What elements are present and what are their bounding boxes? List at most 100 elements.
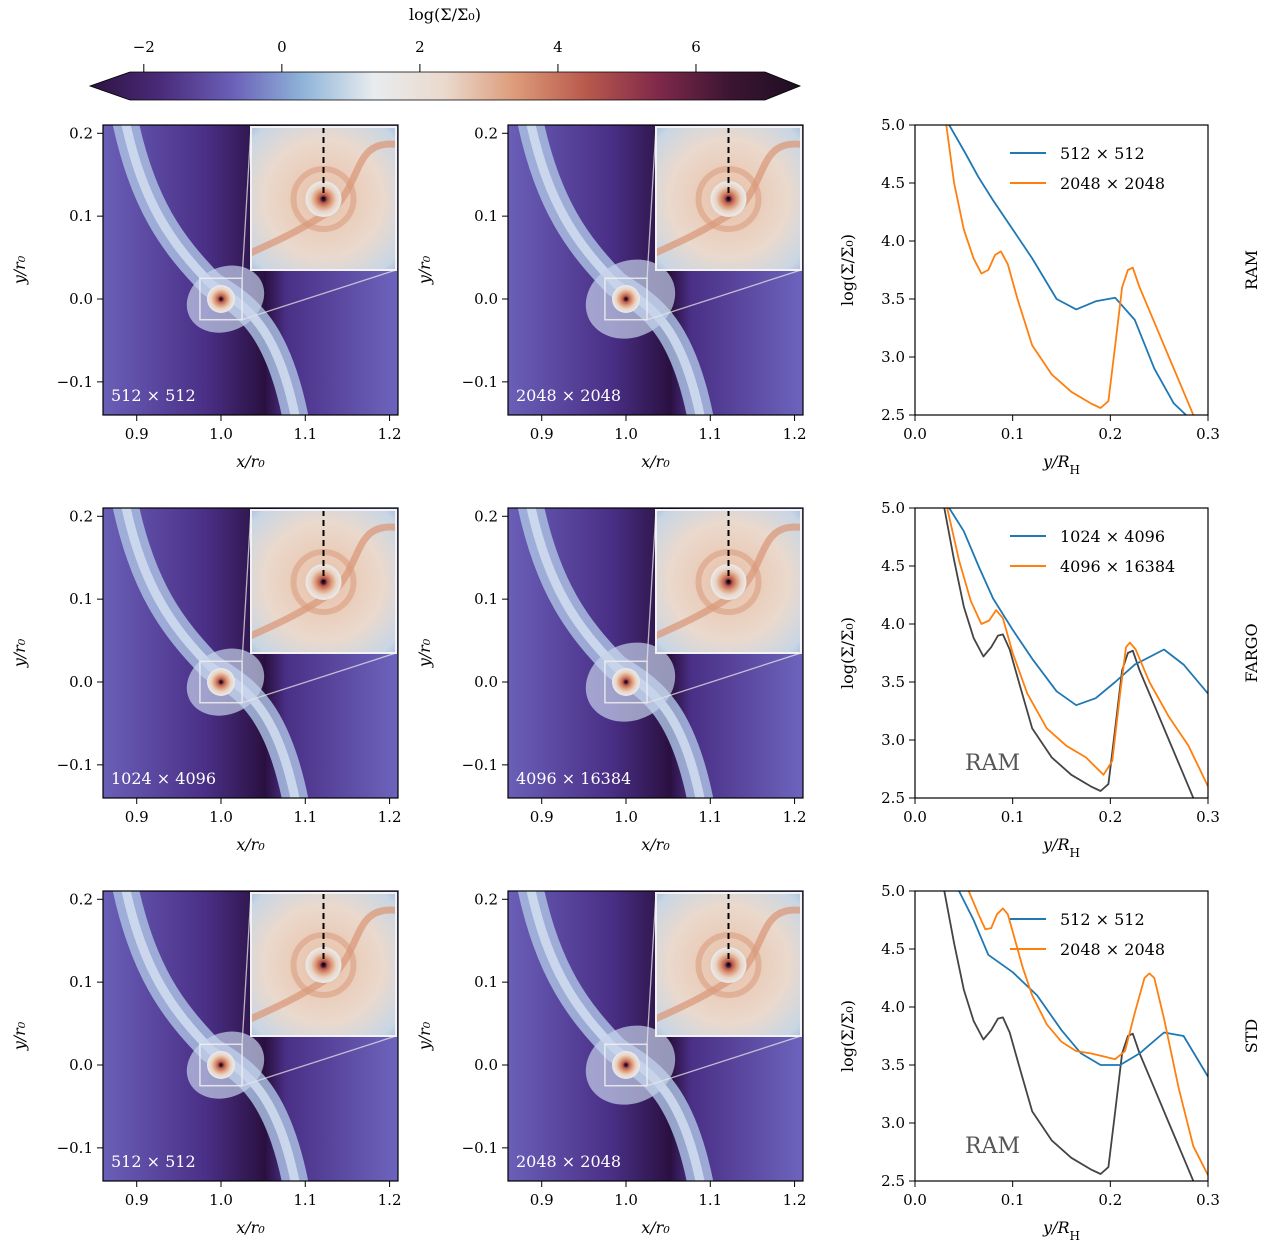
resolution-label: 512 × 512 xyxy=(111,1152,196,1171)
series-line xyxy=(946,508,1208,787)
y-tick-label: 3.0 xyxy=(881,731,905,749)
y-tick-label: −0.1 xyxy=(462,756,498,774)
profile-frame xyxy=(914,124,1209,416)
y-tick-label: −0.1 xyxy=(462,373,498,391)
x-tick-label: 1.2 xyxy=(783,425,807,443)
y-tick-label: 0.2 xyxy=(69,124,93,142)
zoom-box xyxy=(199,660,243,704)
y-axis-label: y/r₀ xyxy=(10,638,29,668)
colorbar-label: log(Σ/Σ₀) xyxy=(409,5,481,24)
x-tick-label: 1.2 xyxy=(783,808,807,826)
y-tick-label: 4.0 xyxy=(881,998,905,1016)
x-tick-label: 0.9 xyxy=(125,1191,149,1209)
x-axis-label: x/r₀ xyxy=(641,1218,670,1237)
y-tick-label: 0.1 xyxy=(69,590,93,608)
series-line xyxy=(945,125,1195,415)
y-tick-label: −0.1 xyxy=(57,1139,93,1157)
zoom-inset-border xyxy=(250,892,397,1037)
x-tick-label: 0.3 xyxy=(1196,425,1220,443)
legend-entry: 4096 × 16384 xyxy=(1060,557,1175,576)
y-tick-label: 5.0 xyxy=(881,116,905,134)
resolution-label: 4096 × 16384 xyxy=(516,769,631,788)
y-tick-label: 4.5 xyxy=(881,557,905,575)
zoom-connector xyxy=(241,509,252,662)
zoom-inset-border xyxy=(250,126,397,271)
zoom-inset xyxy=(655,509,802,654)
colorbar-tick-label: 0 xyxy=(277,38,287,56)
y-tick-label: 2.5 xyxy=(881,406,905,424)
x-axis-label: y/RH xyxy=(1042,835,1080,860)
legend-entry: 2048 × 2048 xyxy=(1060,174,1165,193)
map-frame xyxy=(507,124,804,416)
zoom-inset xyxy=(250,126,397,271)
zoom-connector xyxy=(241,1035,397,1087)
y-tick-label: 3.5 xyxy=(881,673,905,691)
x-tick-label: 1.0 xyxy=(209,808,233,826)
zoom-connector xyxy=(241,652,397,704)
profile-chart: 0.0 0.1 0.2 0.3 2.5 3.0 3.5 4.0 4.5 5.0 y/RH log(Σ/… xyxy=(838,499,1261,860)
y-tick-label: 4.5 xyxy=(881,174,905,192)
y-tick-label: 3.0 xyxy=(881,348,905,366)
density-map-panel: 512 × 512 0.9 1.0 1.1 1.2 −0.1 0.0 0.1 0.2 x/r₀ y/… xyxy=(10,124,402,471)
y-tick-label: 5.0 xyxy=(881,499,905,517)
zoom-inset-border xyxy=(655,509,802,654)
y-axis-label: log(Σ/Σ₀) xyxy=(838,1000,857,1072)
zoom-connector xyxy=(646,126,657,279)
density-map-panel: 2048 × 2048 0.9 1.0 1.1 1.2 −0.1 0.0 0.1 0.2 x/r₀… xyxy=(415,890,807,1237)
reference-annotation: RAM xyxy=(965,751,1020,776)
y-tick-label: 4.5 xyxy=(881,940,905,958)
zoom-inset xyxy=(655,892,802,1037)
x-tick-label: 1.2 xyxy=(378,808,402,826)
zoom-inset-border xyxy=(250,509,397,654)
y-tick-label: 0.2 xyxy=(474,890,498,908)
y-tick-label: 0.0 xyxy=(474,1056,498,1074)
y-axis-label: y/r₀ xyxy=(415,638,434,668)
colorbar-ticks: −2 0 2 4 6 xyxy=(133,38,701,72)
x-tick-label: 0.9 xyxy=(125,808,149,826)
profile-chart: 0.0 0.1 0.2 0.3 2.5 3.0 3.5 4.0 4.5 5.0 y/RH log(Σ/… xyxy=(838,882,1261,1243)
zoom-box xyxy=(199,277,243,321)
y-tick-label: 0.0 xyxy=(474,673,498,691)
density-map-panel: 2048 × 2048 0.9 1.0 1.1 1.2 −0.1 0.0 0.1 0.2 x/r₀… xyxy=(415,124,807,471)
resolution-label: 512 × 512 xyxy=(111,386,196,405)
y-tick-label: 0.1 xyxy=(474,207,498,225)
zoom-connector xyxy=(241,126,252,279)
zoom-box xyxy=(604,1043,648,1087)
resolution-label: 2048 × 2048 xyxy=(516,386,621,405)
x-tick-label: 1.1 xyxy=(698,425,722,443)
y-tick-label: 0.1 xyxy=(69,207,93,225)
x-tick-label: 0.9 xyxy=(125,425,149,443)
series-line xyxy=(948,508,1208,707)
profile-charts: 0.0 0.1 0.2 0.3 2.5 3.0 3.5 4.0 4.5 5.0 y/RH log(Σ/… xyxy=(838,116,1261,1243)
y-tick-label: −0.1 xyxy=(462,1139,498,1157)
x-tick-label: 0.1 xyxy=(1001,1191,1025,1209)
zoom-connector xyxy=(241,269,397,321)
legend-entry: 1024 × 4096 xyxy=(1060,527,1165,546)
y-tick-label: 4.0 xyxy=(881,232,905,250)
y-tick-label: 0.2 xyxy=(474,507,498,525)
y-tick-label: 0.0 xyxy=(474,290,498,308)
x-tick-label: 1.2 xyxy=(783,1191,807,1209)
y-axis-label: log(Σ/Σ₀) xyxy=(838,234,857,306)
colorbar-tick-label: −2 xyxy=(133,38,155,56)
x-tick-label: 1.2 xyxy=(378,425,402,443)
colorbar-tick-label: 4 xyxy=(553,38,563,56)
y-tick-label: 0.1 xyxy=(474,590,498,608)
density-maps: 512 × 512 0.9 1.0 1.1 1.2 −0.1 0.0 0.1 0.2 x/r₀ y/… xyxy=(10,124,807,1237)
y-tick-label: 3.5 xyxy=(881,290,905,308)
zoom-connector xyxy=(646,1035,802,1087)
y-axis-label: y/r₀ xyxy=(10,255,29,285)
y-tick-label: 3.0 xyxy=(881,1114,905,1132)
y-tick-label: 0.2 xyxy=(474,124,498,142)
x-tick-label: 0.3 xyxy=(1196,1191,1220,1209)
y-tick-label: −0.1 xyxy=(57,756,93,774)
x-tick-label: 1.0 xyxy=(614,808,638,826)
map-frame xyxy=(507,507,804,799)
y-tick-label: 0.2 xyxy=(69,890,93,908)
zoom-box xyxy=(199,1043,243,1087)
x-tick-label: 1.1 xyxy=(293,1191,317,1209)
legend-entry: 512 × 512 xyxy=(1060,144,1145,163)
profile-chart: 0.0 0.1 0.2 0.3 2.5 3.0 3.5 4.0 4.5 5.0 y/RH log(Σ/… xyxy=(838,116,1261,477)
x-tick-label: 1.0 xyxy=(209,1191,233,1209)
zoom-inset xyxy=(250,509,397,654)
